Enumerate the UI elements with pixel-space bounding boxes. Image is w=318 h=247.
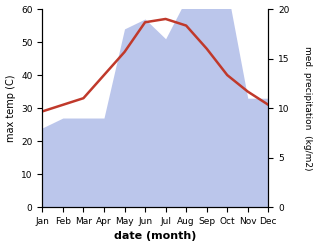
X-axis label: date (month): date (month): [114, 231, 197, 242]
Y-axis label: max temp (C): max temp (C): [5, 74, 16, 142]
Y-axis label: med. precipitation  (kg/m2): med. precipitation (kg/m2): [303, 46, 313, 170]
